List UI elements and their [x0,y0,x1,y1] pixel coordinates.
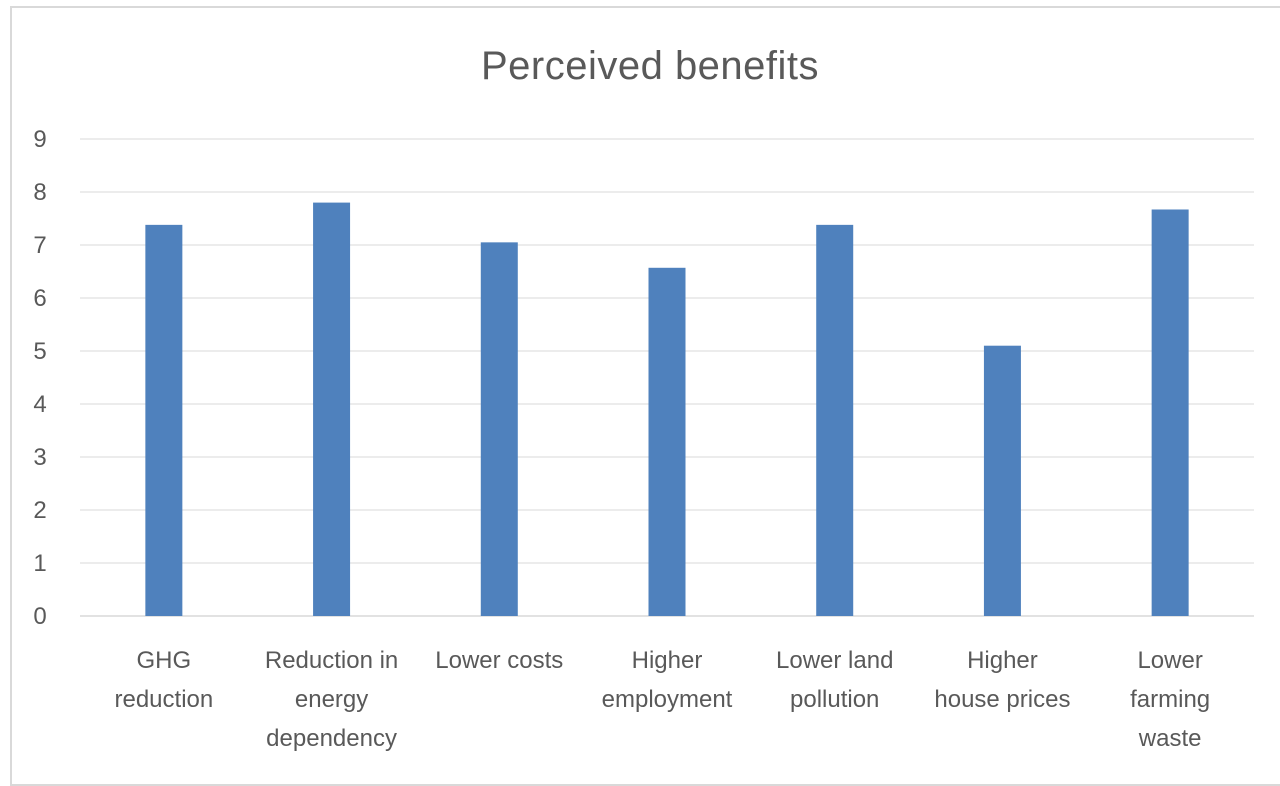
x-category-label-line: waste [1138,725,1202,752]
x-category-label-line: Higher [632,647,703,674]
bars [145,202,1189,617]
x-category-label-line: Lower land [776,647,893,674]
bar-6 [983,345,1021,616]
x-category-label: Higher employment [602,647,733,713]
bar-4 [648,267,686,616]
y-tick-label: 3 [33,444,46,471]
x-category-label-line: Lower costs [435,647,563,674]
x-category-label-line: energy [295,686,368,713]
y-tick-label: 5 [33,338,46,365]
x-category-label-line: employment [602,686,733,713]
x-category-label: Lower farming waste [1130,647,1210,752]
y-tick-label: 2 [33,497,46,524]
y-tick-label: 4 [33,391,46,418]
bar-7 [1151,209,1189,617]
x-category-label: GHG reduction [114,647,213,713]
x-category-label-line: Lower [1137,647,1202,674]
bar-3 [480,242,518,616]
bar-5 [816,224,854,617]
y-tick-label: 7 [33,232,46,259]
x-category-label-line: GHG [137,647,192,674]
x-category-label-line: pollution [790,686,879,713]
x-category-label-line: reduction [114,686,213,713]
chart-title: Perceived benefits [480,44,820,88]
chart-frame [10,6,1280,786]
bar-1 [145,224,183,617]
bar-2 [313,202,351,616]
y-tick-label: 8 [33,179,46,206]
y-axis-ticks: 0 1 2 3 4 5 6 7 8 9 [33,126,46,630]
x-category-label-line: Higher [967,647,1038,674]
x-category-label: Higher house prices [934,647,1070,713]
x-category-label: Lower costs [435,647,563,674]
x-category-label-line: dependency [266,725,397,752]
y-tick-label: 6 [33,285,46,312]
y-tick-label: 1 [33,550,46,577]
x-axis-labels: GHG reduction Reduction in energy dependency… [114,647,1210,752]
x-category-label-line: farming [1130,686,1210,713]
y-tick-label: 9 [33,126,46,153]
x-category-label-line: house prices [934,686,1070,713]
x-category-label: Reduction in energy dependency [265,647,398,752]
x-category-label-line: Reduction in [265,647,398,674]
y-tick-label: 0 [33,603,46,630]
x-category-label: Lower land pollution [776,647,893,713]
